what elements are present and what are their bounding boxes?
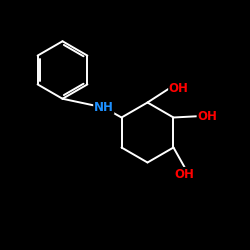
Text: OH: OH [197,110,217,123]
Text: OH: OH [169,82,189,95]
Text: NH: NH [94,101,114,114]
Text: OH: OH [175,168,195,180]
